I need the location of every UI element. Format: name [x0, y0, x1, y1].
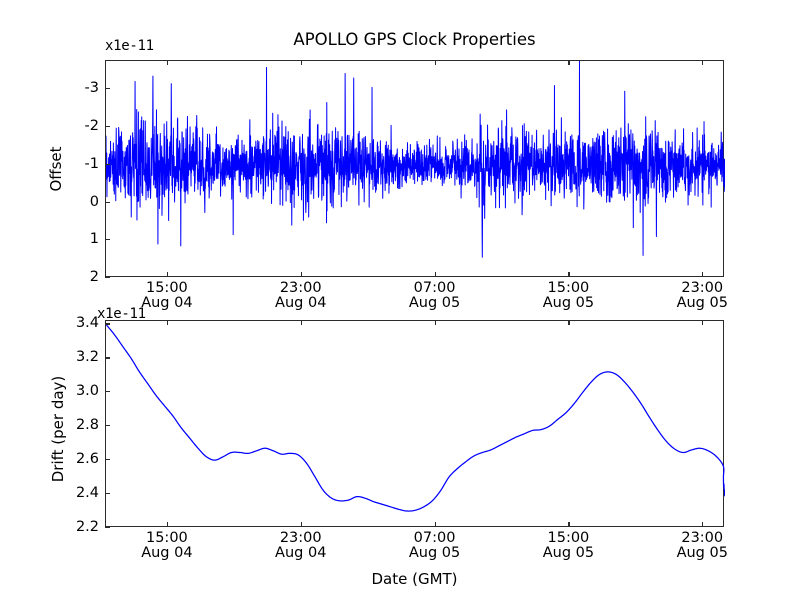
bottom-xtick-label: 07:00 Aug 05: [408, 530, 461, 562]
bottom-ytick-label: 2.4: [75, 485, 99, 502]
drift-plot-area[interactable]: [105, 320, 725, 527]
bottom-ytick-label: 3.2: [75, 349, 99, 366]
bottom-ytick-mark: [105, 425, 110, 427]
bottom-xtick-mark: [702, 522, 704, 527]
top-ytick-label: 0: [89, 193, 99, 210]
bottom-xtick-mark-upper: [300, 320, 302, 325]
top-xtick-mark: [300, 272, 302, 277]
top-ytick-mark: [105, 88, 110, 90]
top-xtick-label: 23:00 Aug 05: [676, 280, 728, 312]
bottom-xtick-mark-upper: [434, 320, 436, 325]
bottom-ytick-label: 2.6: [75, 451, 99, 468]
top-xtick-label: 23:00 Aug 04: [275, 280, 327, 312]
top-xtick-mark-upper: [702, 60, 704, 65]
top-ytick-label: 2: [89, 269, 99, 285]
drift-series-svg: [106, 323, 725, 512]
top-xtick-mark: [568, 272, 570, 277]
top-ytick-label: 1: [89, 231, 99, 248]
bottom-xtick-mark-upper: [702, 320, 704, 325]
bottom-ytick-mark: [105, 459, 110, 461]
top-xtick-mark: [166, 272, 169, 277]
top-ytick-mark: [105, 163, 110, 165]
offset-plot-area[interactable]: [105, 60, 725, 277]
bottom-xtick-mark: [434, 522, 436, 527]
top-xtick-label: 07:00 Aug 05: [408, 280, 461, 312]
bottom-ytick-mark: [105, 391, 110, 393]
bottom-ytick-mark: [105, 493, 110, 495]
bottom-xtick-mark: [166, 522, 169, 527]
bottom-xtick-mark-upper: [568, 320, 570, 325]
bottom-ytick-label: 2.8: [75, 417, 99, 434]
top-ytick-mark: [105, 239, 110, 241]
page-title: APOLLO GPS Clock Properties: [293, 30, 536, 49]
top-ytick-label: -2: [84, 118, 99, 135]
bottom-xtick-label: 15:00 Aug 04: [141, 530, 193, 562]
bottom-ytick-mark: [105, 527, 110, 529]
bottom-ytick-mark: [105, 323, 110, 325]
top-xtick-mark: [434, 272, 436, 277]
top-offset-exponent-label: x1e-11: [105, 38, 154, 54]
bottom-xtick-mark-upper: [166, 320, 169, 325]
offset-line: [106, 61, 725, 258]
top-xtick-mark: [702, 272, 704, 277]
bottom-ytick-mark: [105, 357, 110, 359]
drift-line: [106, 323, 725, 512]
top-xtick-mark-upper: [300, 60, 302, 65]
bottom-ytick-label: 2.2: [75, 519, 99, 535]
top-xtick-label: 15:00 Aug 04: [141, 280, 193, 312]
top-ytick-mark: [105, 201, 110, 203]
bottom-ytick-label: 3.0: [75, 383, 99, 400]
top-ytick-mark: [105, 277, 110, 279]
offset-series-svg: [106, 61, 725, 258]
top-ytick-label: -3: [84, 80, 99, 97]
bottom-offset-exponent-label: x1e-11: [97, 306, 146, 322]
top-ytick-label: -1: [84, 155, 99, 172]
bottom-ytick-label: 3.4: [75, 315, 99, 332]
bottom-xtick-label: 15:00 Aug 05: [542, 530, 595, 562]
top-ytick-mark: [105, 126, 110, 128]
bottom-xtick-label: 23:00 Aug 05: [676, 530, 728, 562]
top-xtick-label: 15:00 Aug 05: [542, 280, 595, 312]
top-xtick-mark-upper: [166, 60, 169, 65]
bottom-xtick-label: 23:00 Aug 04: [275, 530, 327, 562]
top-xtick-mark-upper: [434, 60, 436, 65]
bottom-xtick-mark: [568, 522, 570, 527]
bottom-xtick-mark: [300, 522, 302, 527]
top-xtick-mark-upper: [568, 60, 570, 65]
bottom-axis-xlabel: Date (GMT): [371, 570, 458, 588]
